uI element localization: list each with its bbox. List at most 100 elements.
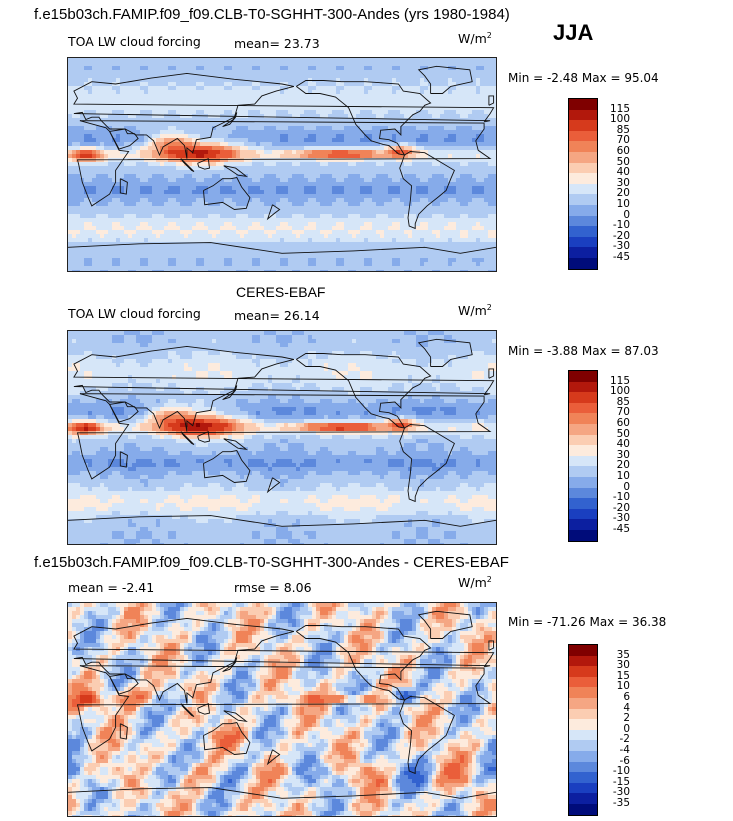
coastline [488, 368, 495, 379]
coastline [222, 385, 238, 401]
coastline [109, 673, 139, 695]
colorbar-label: 60 [616, 417, 630, 429]
colorbar-label: -30 [612, 786, 630, 799]
colorbar-swatch [569, 476, 597, 488]
colorbar-label: -45 [612, 251, 630, 263]
colorbar-swatch [569, 257, 597, 269]
colorbar-label: -10 [612, 765, 630, 778]
colorbar-swatch [569, 183, 597, 195]
colorbar-swatch [569, 204, 597, 216]
colorbar-swatch [569, 772, 597, 783]
colorbar-label: 10 [616, 680, 630, 693]
colorbar-swatch [569, 434, 597, 446]
colorbar-label: 10 [616, 470, 630, 482]
coastline [223, 165, 248, 177]
colorbar-swatch [569, 455, 597, 467]
panel-2-units: W/m2 [458, 303, 492, 319]
panel-3-units: W/m2 [458, 575, 492, 591]
colorbar-label: -35 [612, 797, 630, 809]
panel-1-variable-label: TOA LW cloud forcing [68, 34, 201, 49]
panel-2-variable-label: TOA LW cloud forcing [68, 306, 201, 321]
colorbar-label: 20 [616, 459, 630, 472]
coastline [223, 438, 248, 450]
colorbar-label: 50 [616, 427, 630, 440]
coastline [68, 787, 496, 799]
colorbar-label: -30 [612, 512, 630, 525]
colorbar-swatch [569, 666, 597, 677]
colorbar-label: 40 [616, 438, 630, 451]
colorbar-swatch [569, 676, 597, 688]
colorbar-label: 30 [616, 448, 630, 461]
panel-2-mean: mean= 26.14 [234, 308, 320, 323]
season-label: JJA [553, 20, 594, 45]
colorbar-label: 70 [616, 134, 630, 147]
coastline [203, 721, 251, 755]
coastline [296, 625, 432, 701]
colorbar-label: 20 [616, 187, 630, 200]
colorbar-label: 4 [623, 701, 630, 714]
colorbar-swatch [569, 99, 597, 110]
colorbar-label: 0 [623, 722, 630, 735]
colorbar-swatch [569, 226, 597, 237]
panel-2-map [67, 330, 497, 545]
colorbar-swatch [569, 151, 597, 163]
colorbar-swatch [569, 740, 597, 751]
colorbar-swatch [569, 697, 597, 709]
coastline [417, 338, 473, 367]
colorbar-label: 35 [616, 648, 630, 661]
colorbar-swatch [569, 247, 597, 258]
colorbar-label: 30 [616, 659, 630, 672]
colorbar-label: -45 [612, 523, 630, 535]
coastline [180, 158, 195, 173]
colorbar-swatch [569, 141, 597, 152]
coastline [266, 204, 281, 221]
coastline [399, 151, 455, 230]
coastline [417, 610, 473, 639]
coastline [109, 401, 139, 423]
colorbar-swatch [569, 423, 597, 435]
colorbar-label: 115 [609, 374, 630, 387]
panel-1-units: W/m2 [458, 31, 492, 47]
colorbar-swatch [569, 130, 597, 142]
colorbar-swatch [569, 803, 597, 815]
panel-1-title: f.e15b03ch.FAMIP.f09_f09.CLB-T0-SGHHT-30… [34, 6, 510, 23]
colorbar-swatch [569, 508, 597, 520]
colorbar-swatch [569, 215, 597, 227]
coastline [73, 72, 495, 159]
map-canvas [68, 603, 496, 816]
colorbar-swatch [569, 645, 597, 656]
colorbar-swatch [569, 413, 597, 424]
colorbar-swatch [569, 655, 597, 667]
panel-1-map [67, 57, 497, 272]
colorbar-label: -10 [612, 491, 630, 504]
colorbar-label: 2 [623, 712, 630, 725]
colorbar-label: -10 [612, 219, 630, 232]
colorbar-swatch [569, 371, 597, 382]
colorbar-swatch [569, 519, 597, 530]
colorbar-swatch [569, 719, 597, 730]
colorbar-swatch [569, 173, 597, 184]
panel-3-colorbar [568, 644, 598, 816]
panel-3-mean: mean = -2.41 [68, 580, 155, 595]
map-canvas [68, 58, 496, 271]
colorbar-label: -20 [612, 501, 630, 514]
colorbar-label: 85 [616, 395, 630, 408]
colorbar-label: -15 [612, 775, 630, 788]
colorbar-label: 60 [616, 145, 630, 157]
coastline [222, 657, 238, 673]
coastline [296, 80, 432, 156]
coastline [180, 431, 195, 446]
colorbar-label: 30 [616, 176, 630, 189]
coastline [223, 710, 248, 722]
colorbar-label: -4 [619, 744, 630, 756]
coastline [296, 353, 432, 429]
colorbar-swatch [569, 445, 597, 456]
coastline [488, 640, 495, 651]
colorbar-swatch [569, 109, 597, 121]
colorbar-swatch [569, 750, 597, 762]
coastline [266, 477, 281, 494]
coastline [222, 112, 238, 128]
colorbar-label: 100 [609, 113, 630, 126]
colorbar-label: -2 [619, 733, 630, 746]
colorbar-swatch [569, 793, 597, 804]
